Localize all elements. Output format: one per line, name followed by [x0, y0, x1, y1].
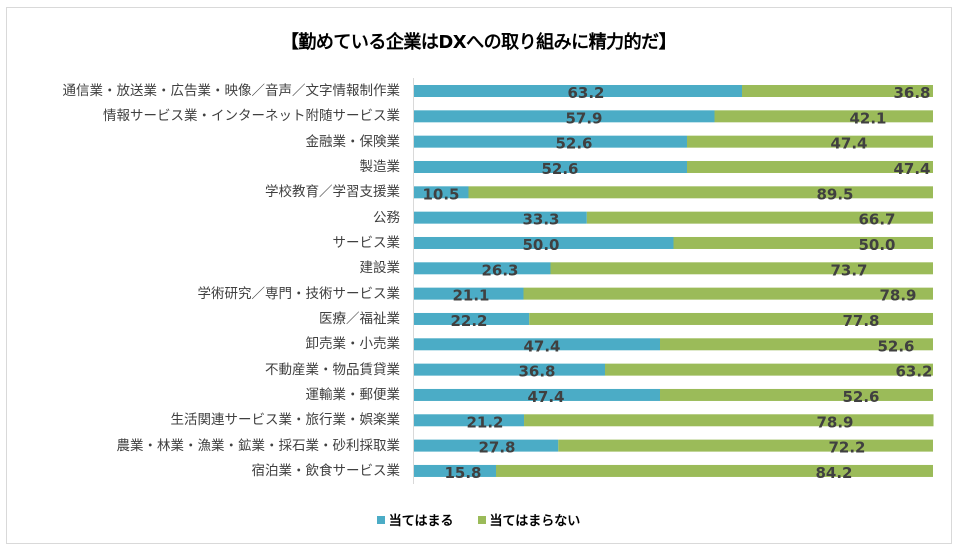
- data-label-series-0: 21.2: [466, 413, 503, 431]
- data-label-series-1: 47.4: [893, 160, 930, 178]
- category-label: 宿泊業・飲食サービス業: [251, 462, 401, 479]
- category-label: 建設業: [359, 260, 401, 277]
- data-label-series-0: 52.6: [555, 135, 592, 153]
- bar-series-0: [414, 236, 674, 249]
- category-label: 不動産業・物品賃貸業: [265, 361, 400, 378]
- legend-label-series-1: 当てはまらない: [489, 514, 581, 529]
- bar-series-0: [414, 262, 551, 275]
- bar-series-1: [660, 388, 933, 401]
- bar-series-0: [414, 85, 743, 97]
- bar-series-1: [604, 363, 933, 376]
- category-label: 通信業・放送業・広告業・映像／音声／文字情報制作業: [62, 83, 401, 99]
- bar-series-1: [524, 414, 934, 427]
- bar-series-1: [686, 135, 933, 148]
- bar-series-0: [414, 186, 469, 199]
- legend: 当てはまる 当てはまらない: [0, 510, 957, 529]
- bar-series-0: [414, 363, 605, 376]
- bar-series-0: [414, 439, 559, 452]
- bar-series-1: [523, 287, 933, 300]
- category-label: 生活関連サービス業・旅行業・娯楽業: [170, 412, 401, 429]
- data-label-series-1: 63.2: [895, 363, 932, 381]
- data-label-series-0: 52.6: [541, 160, 578, 178]
- legend-item-series-1: 当てはまらない: [477, 510, 581, 529]
- bar-series-0: [414, 287, 524, 300]
- data-label-series-0: 21.1: [452, 287, 489, 305]
- bar-series-0: [414, 312, 530, 325]
- category-axis-line: [413, 78, 414, 484]
- category-label: 金融業・保険業: [305, 133, 401, 150]
- bar-series-1: [660, 338, 933, 351]
- data-label-series-0: 57.9: [565, 109, 602, 127]
- bar-series-1: [529, 312, 933, 325]
- category-label: 情報サービス業・インターネット附随サービス業: [103, 108, 400, 125]
- bar-series-1: [468, 186, 933, 199]
- bar-series-0: [414, 338, 661, 351]
- data-label-series-1: 66.7: [858, 211, 895, 229]
- legend-item-series-0: 当てはまる: [376, 510, 454, 529]
- data-label-series-1: 47.4: [830, 135, 867, 153]
- data-label-series-0: 36.8: [518, 363, 555, 381]
- data-label-series-1: 42.1: [849, 109, 886, 127]
- legend-swatch-series-0: [376, 515, 385, 524]
- category-label: 農業・林業・漁業・鉱業・採石業・砂利採取業: [116, 437, 401, 454]
- data-label-series-0: 10.5: [422, 185, 459, 203]
- data-label-series-1: 52.6: [842, 388, 879, 406]
- category-label: 公務: [373, 209, 400, 226]
- chart-title: 【勤めている企業はDXへの取り組みに精力的だ】: [280, 32, 677, 53]
- category-label: サービス業: [332, 234, 401, 251]
- data-label-series-1: 36.8: [893, 84, 930, 102]
- bar-series-1: [558, 439, 933, 452]
- data-label-series-1: 77.8: [842, 312, 879, 330]
- data-label-series-1: 78.9: [879, 287, 916, 305]
- bar-series-1: [714, 110, 933, 123]
- data-label-series-0: 26.3: [481, 261, 518, 279]
- bar-series-1: [550, 262, 933, 275]
- bar-series-0: [414, 388, 661, 401]
- category-label: 学校教育／学習支援業: [265, 184, 400, 201]
- data-label-series-0: 22.2: [450, 312, 487, 330]
- category-label: 運輸業・郵便業: [305, 386, 401, 403]
- data-label-series-1: 50.0: [858, 236, 895, 254]
- bar-series-0: [414, 414, 525, 427]
- data-label-series-1: 78.9: [816, 413, 853, 431]
- data-label-series-0: 33.3: [522, 211, 559, 229]
- bar-series-0: [414, 110, 715, 123]
- data-label-series-0: 15.8: [444, 464, 481, 482]
- data-label-series-0: 63.2: [567, 84, 604, 102]
- data-label-series-1: 89.5: [816, 185, 853, 203]
- category-label: 医療／福祉業: [319, 310, 400, 327]
- data-label-series-0: 27.8: [478, 439, 515, 457]
- data-label-series-0: 50.0: [522, 236, 559, 254]
- bar-series-0: [414, 135, 687, 148]
- bar-series-1: [742, 85, 933, 97]
- bar-series-0: [414, 160, 687, 173]
- data-label-series-0: 47.4: [527, 388, 564, 406]
- category-label: 製造業: [359, 158, 401, 175]
- category-label: 卸売業・小売業: [305, 336, 401, 353]
- bar-series-0: [414, 211, 587, 224]
- bar-series-0: [414, 464, 497, 477]
- data-label-series-1: 72.2: [828, 439, 865, 457]
- data-label-series-1: 73.7: [830, 261, 867, 279]
- bar-series-1: [673, 236, 933, 249]
- data-label-series-1: 84.2: [815, 464, 852, 482]
- category-label: 学術研究／専門・技術サービス業: [197, 285, 401, 302]
- bar-series-1: [686, 160, 933, 173]
- bar-series-1: [586, 211, 933, 224]
- legend-label-series-0: 当てはまる: [388, 514, 454, 529]
- data-label-series-0: 47.4: [523, 337, 560, 355]
- data-label-series-1: 52.6: [877, 337, 914, 355]
- bar-series-1: [496, 464, 933, 477]
- legend-swatch-series-1: [477, 515, 486, 524]
